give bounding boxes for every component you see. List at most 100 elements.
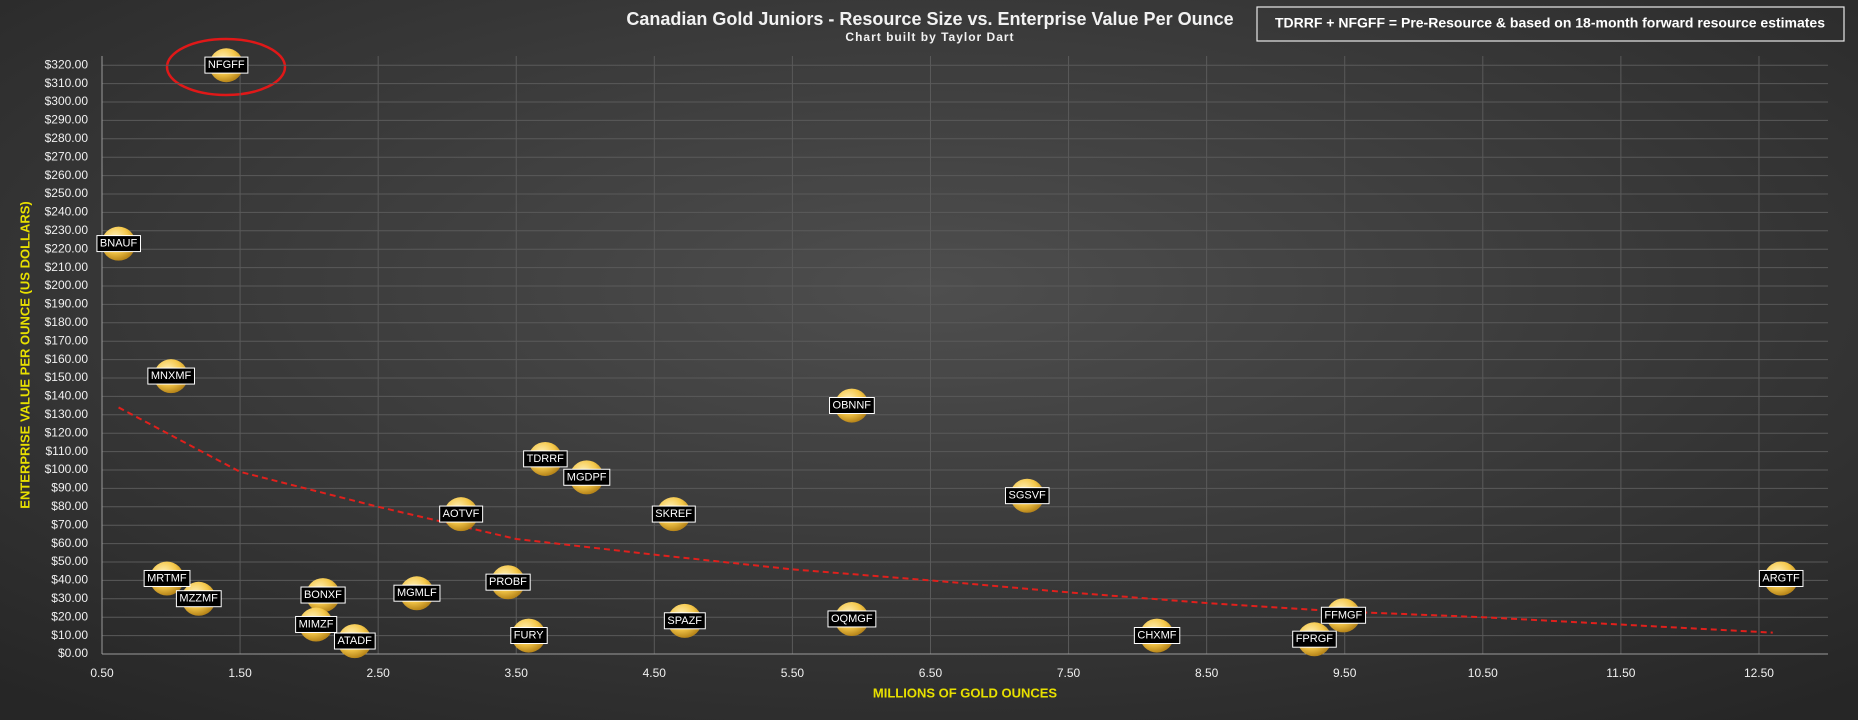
x-axis-label: MILLIONS OF GOLD OUNCES: [873, 685, 1057, 700]
point-label-group: BONXF: [300, 586, 346, 604]
point-label-box: [1292, 630, 1337, 648]
point-label-group: ATADF: [333, 632, 376, 650]
point-label-box: [510, 627, 548, 645]
point-label-group: OQMGF: [827, 610, 877, 628]
point-label-group: FPRGF: [1292, 630, 1337, 648]
point-label: MRTMF: [147, 572, 187, 584]
y-tick-label: $140.00: [45, 389, 89, 403]
point-label-group: PROBF: [485, 573, 531, 591]
point-label-box: [1004, 487, 1050, 505]
point-label-box: [393, 584, 441, 602]
point-label: ARGTF: [1762, 572, 1800, 584]
y-tick-label: $70.00: [51, 517, 88, 531]
point-label-box: [147, 367, 195, 385]
x-tick-label: 9.50: [1333, 666, 1357, 680]
point-label-group: FURY: [510, 627, 548, 645]
y-tick-label: $130.00: [45, 407, 89, 421]
y-tick-label: $170.00: [45, 333, 89, 347]
point-label-box: [1758, 569, 1804, 587]
point-label-group: SGSVF: [1004, 487, 1050, 505]
point-label-box: [175, 590, 222, 608]
x-tick-label: 7.50: [1057, 666, 1081, 680]
y-tick-label: $230.00: [45, 223, 89, 237]
point-label: MGDPF: [567, 471, 607, 483]
x-tick-label: 5.50: [781, 666, 805, 680]
y-tick-label: $40.00: [51, 573, 88, 587]
y-tick-label: $60.00: [51, 536, 88, 550]
x-tick-label: 4.50: [643, 666, 667, 680]
point-label: PROBF: [489, 576, 527, 588]
x-tick-label: 0.50: [90, 666, 114, 680]
point-label: AOTVF: [443, 508, 480, 520]
y-tick-label: $270.00: [45, 149, 89, 163]
point-label: MIMZF: [299, 618, 334, 630]
point-label-box: [485, 573, 531, 591]
point-label: BONXF: [304, 589, 342, 601]
point-label: MNXMF: [151, 370, 192, 382]
y-tick-label: $320.00: [45, 57, 89, 71]
y-tick-label: $120.00: [45, 425, 89, 439]
point-label-box: [1133, 627, 1181, 645]
point-label-box: [333, 632, 376, 650]
point-label: MZZMF: [179, 593, 218, 605]
y-tick-label: $50.00: [51, 554, 88, 568]
point-label-group: MGDPF: [563, 468, 611, 486]
y-tick-label: $10.00: [51, 628, 88, 642]
point-label: SPAZF: [667, 615, 702, 627]
highlight-ellipse: [165, 37, 287, 97]
point-label: OBNNF: [833, 400, 872, 412]
y-tick-label: $80.00: [51, 499, 88, 513]
point-label: SGSVF: [1008, 490, 1046, 502]
y-tick-label: $150.00: [45, 370, 89, 384]
x-tick-label: 11.50: [1606, 666, 1635, 680]
point-label-box: [563, 468, 611, 486]
y-tick-label: $20.00: [51, 609, 88, 623]
point-label-group: OBNNF: [829, 397, 875, 415]
y-tick-label: $30.00: [51, 591, 88, 605]
trendline: [118, 406, 1773, 634]
point-label-group: SPAZF: [663, 612, 706, 630]
point-label-group: MRTMF: [143, 569, 191, 587]
x-tick-label: 6.50: [919, 666, 943, 680]
y-tick-label: $290.00: [45, 113, 89, 127]
point-label-box: [300, 586, 346, 604]
point-label-group: NFGFF: [204, 56, 249, 74]
point-label: MGMLF: [397, 587, 437, 599]
y-tick-label: $220.00: [45, 241, 89, 255]
annotation-box: [1256, 6, 1845, 42]
point-label-group: MZZMF: [175, 590, 222, 608]
point-label-box: [651, 505, 696, 523]
point-label: OQMGF: [831, 613, 873, 625]
point-label-box: [829, 397, 875, 415]
y-tick-label: $110.00: [46, 444, 89, 458]
point-label-box: [295, 615, 338, 633]
y-tick-label: $200.00: [45, 278, 89, 292]
chart-title: Canadian Gold Juniors - Resource Size vs…: [626, 9, 1233, 29]
point-label: FPRGF: [1296, 633, 1334, 645]
point-label-box: [439, 505, 484, 523]
point-label-group: CHXMF: [1133, 627, 1181, 645]
point-label: BNAUF: [100, 238, 138, 250]
point-label-group: MGMLF: [393, 584, 441, 602]
point-label: NFGFF: [208, 59, 245, 71]
point-label: CHXMF: [1137, 630, 1176, 642]
point-label-group: TDRRF: [523, 450, 568, 468]
point-label-box: [143, 569, 191, 587]
y-tick-label: $90.00: [51, 481, 88, 495]
annotation: TDRRF + NFGFF = Pre-Resource & based on …: [1275, 15, 1825, 31]
point-label: SKREF: [655, 508, 692, 520]
y-tick-label: $280.00: [45, 131, 89, 145]
point-label: FFMGF: [1324, 609, 1362, 621]
point-label-box: [827, 610, 877, 628]
point-label-group: FFMGF: [1320, 606, 1367, 624]
x-tick-label: 12.50: [1744, 666, 1774, 680]
point-label: FURY: [514, 630, 544, 642]
point-label-group: MNXMF: [147, 367, 195, 385]
point-label-group: BNAUF: [96, 235, 141, 253]
point-label-group: AOTVF: [439, 505, 484, 523]
y-tick-label: $180.00: [45, 315, 89, 329]
chart-subtitle: Chart built by Taylor Dart: [845, 30, 1014, 44]
y-tick-label: $260.00: [45, 168, 89, 182]
x-tick-label: 10.50: [1468, 666, 1498, 680]
